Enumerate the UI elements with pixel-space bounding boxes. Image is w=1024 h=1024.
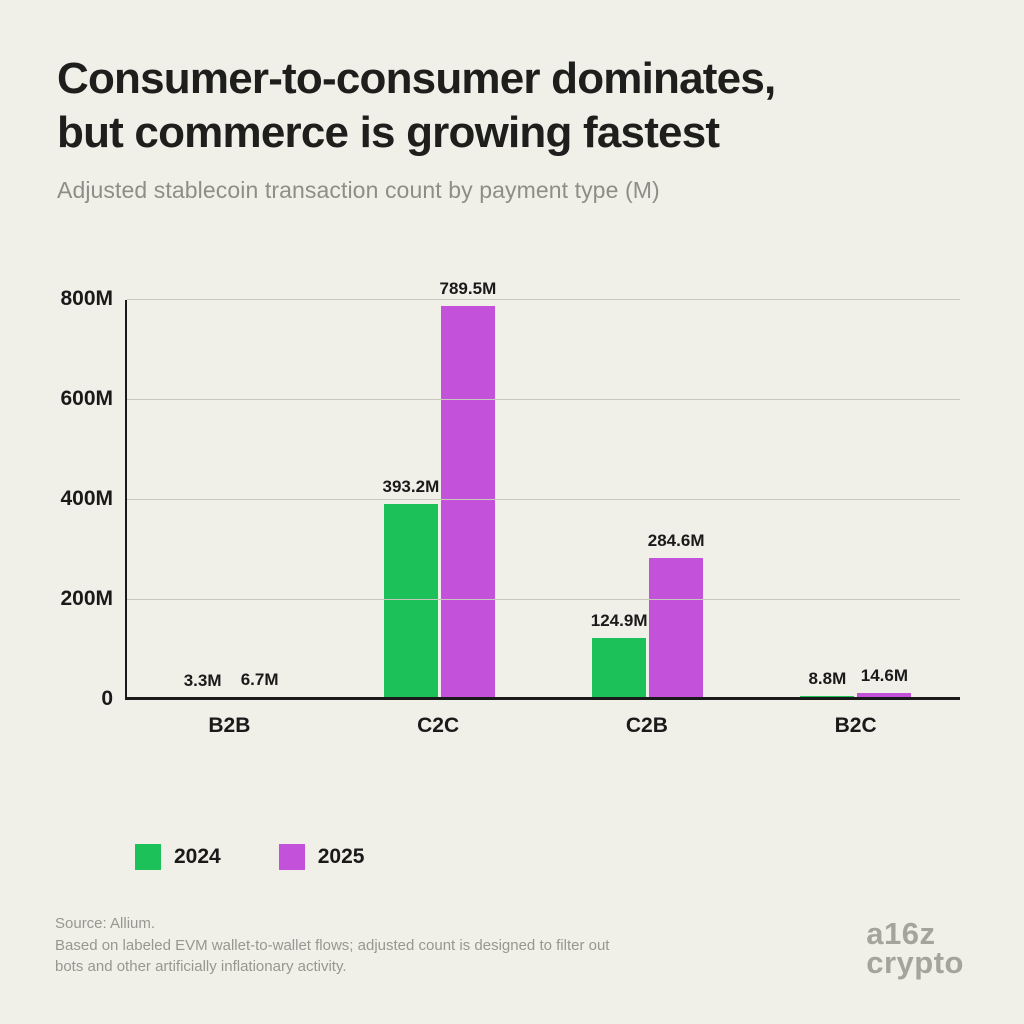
source-note: Source: Allium. Based on labeled EVM wal…: [55, 913, 609, 978]
chart-legend: 2024 2025: [135, 844, 1024, 871]
x-tick-label: C2C: [417, 714, 460, 738]
source-line-3: bots and other artificially inflationary…: [55, 958, 347, 976]
header: Consumer-to-consumer dominates, but comm…: [0, 0, 1024, 204]
legend-item-2025: 2025: [278, 844, 365, 871]
legend-label-2024: 2024: [174, 845, 221, 869]
legend-item-2024: 2024: [135, 844, 221, 871]
bar-value-label: 8.8M: [808, 668, 847, 688]
bar-value-label: 284.6M: [647, 531, 705, 551]
bar-b2c-2025: 14.6M: [857, 666, 912, 701]
logo-line-1: a16z: [866, 916, 936, 952]
legend-swatch-2024: [135, 844, 161, 871]
bar-c2b-2025: 284.6M: [648, 531, 704, 701]
gridline: [127, 299, 960, 301]
a16z-crypto-logo: a16z crypto: [866, 916, 964, 981]
source-line-1: Source: Allium.: [55, 914, 156, 932]
x-tick-label: C2B: [625, 714, 668, 738]
bar-value-label: 6.7M: [240, 670, 279, 689]
footer: Source: Allium. Based on labeled EVM wal…: [55, 913, 964, 978]
chart-subtitle: Adjusted stablecoin transaction count by…: [57, 177, 660, 204]
page-title: Consumer-to-consumer dominates, but comm…: [57, 52, 964, 159]
bar-group-c2c: 393.2M 789.5M: [383, 279, 496, 701]
logo-line-2: crypto: [866, 945, 964, 981]
x-tick-label: B2C: [834, 714, 877, 738]
source-line-2: Based on labeled EVM wallet-to-wallet fl…: [55, 936, 610, 954]
bar-group-b2c: 8.8M 14.6M: [800, 300, 912, 701]
bar-c2b-2024: 124.9M: [591, 611, 647, 701]
legend-label-2025: 2025: [317, 845, 365, 869]
legend-swatch-2025: [278, 844, 305, 871]
x-axis-labels: B2B C2C C2B B2C: [125, 714, 960, 738]
bar-value-label: 14.6M: [860, 666, 908, 686]
y-tick-label: 600M: [60, 387, 113, 411]
gridline: [127, 499, 960, 501]
title-line-2: but commerce is growing fastest: [57, 107, 720, 157]
bar-value-label: 789.5M: [439, 278, 497, 298]
y-tick-label: 0: [101, 687, 113, 711]
gridline: [127, 399, 960, 401]
bar-c2c-2024: 393.2M: [383, 477, 439, 701]
bar-group-c2b: 124.9M 284.6M: [591, 300, 704, 701]
y-tick-label: 400M: [60, 487, 113, 511]
bar-value-label: 124.9M: [590, 610, 648, 630]
bar-group-b2b: 3.3M 6.7M: [175, 300, 287, 701]
gridline: [127, 599, 960, 601]
bar-chart: 3.3M 6.7M 393.2M 789.5M 124.9M 284.6M 8.8M 14.6…: [57, 279, 960, 752]
y-tick-label: 200M: [60, 587, 113, 611]
x-axis-line: [125, 697, 960, 701]
bars-row: 3.3M 6.7M 393.2M 789.5M 124.9M 284.6M 8.8M 14.6…: [127, 279, 960, 701]
plot-area: 3.3M 6.7M 393.2M 789.5M 124.9M 284.6M 8.8M 14.6…: [60, 279, 960, 710]
bar-value-label: 3.3M: [183, 671, 222, 691]
title-line-1: Consumer-to-consumer dominates,: [57, 54, 776, 103]
y-tick-label: 800M: [60, 287, 113, 311]
bar-value-label: 393.2M: [382, 476, 440, 496]
bar-c2c-2025: 789.5M: [440, 279, 496, 701]
x-tick-label: B2B: [208, 714, 251, 738]
